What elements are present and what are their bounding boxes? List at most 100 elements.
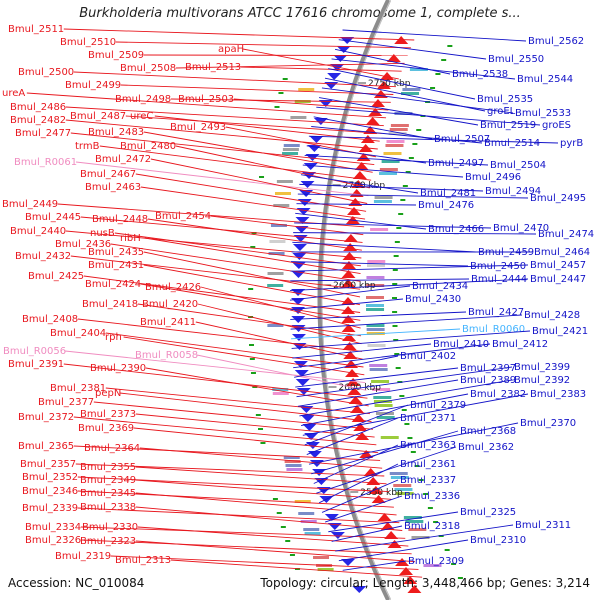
forward-gene-arrow — [342, 333, 357, 341]
cog-block-right — [286, 468, 303, 471]
left-gene-label: Bmul_2493 — [170, 122, 226, 133]
right-leader-line — [296, 203, 417, 206]
right-leader-line — [316, 106, 541, 126]
kbp-label: 2550 kbp — [360, 488, 403, 498]
right-gene-label: Bmul_2464 — [534, 247, 590, 258]
right-gene-label: Bmul_2410 — [433, 339, 489, 350]
right-leader-line — [295, 367, 459, 388]
gc-marker-left — [392, 283, 398, 285]
left-leader-line — [73, 416, 377, 446]
right-leader-line — [335, 524, 514, 552]
gc-marker-left — [418, 479, 424, 481]
left-leader-line — [77, 507, 400, 524]
left-gene-label: Bmul_2326 — [25, 535, 81, 546]
cog-block-left — [390, 124, 409, 127]
cog-block-left — [390, 476, 409, 479]
right-leader-line — [297, 379, 459, 407]
cog-block-left — [366, 296, 385, 299]
forward-gene-arrow — [380, 72, 395, 80]
cog-block-left — [383, 152, 402, 155]
right-gene-label: Bmul_2535 — [477, 94, 533, 105]
cog-block-right — [268, 252, 285, 255]
gc-marker-left — [444, 549, 450, 551]
right-leader-line — [290, 314, 523, 330]
right-gene-label: Bmul_2362 — [458, 442, 514, 453]
left-gene-label: Bmul_2313 — [115, 555, 171, 566]
cog-block-left — [394, 488, 413, 491]
cog-block-right — [284, 460, 301, 463]
cog-block-left — [386, 140, 405, 143]
right-leader-line — [342, 29, 527, 42]
gc-marker-left — [447, 45, 453, 47]
left-gene-label: Bmul_2498 — [115, 94, 171, 105]
left-gene-label: ribH — [120, 233, 141, 244]
right-gene-label: Bmul_2496 — [465, 172, 521, 183]
right-leader-line — [318, 97, 479, 126]
left-leader-line — [93, 401, 374, 430]
gc-marker-right — [248, 288, 254, 290]
right-leader-line — [290, 278, 470, 282]
gc-marker-left — [423, 493, 429, 495]
right-leader-line — [291, 328, 461, 340]
forward-gene-arrow — [377, 513, 392, 521]
cog-block-left — [373, 200, 392, 203]
right-gene-label: Bmul_2504 — [490, 160, 546, 171]
left-gene-label: Bmul_2480 — [120, 141, 176, 152]
cog-block-right — [276, 180, 293, 183]
left-leader-line — [135, 506, 403, 531]
left-leader-line — [105, 332, 364, 368]
right-gene-label: Bmul_2481 — [420, 188, 476, 199]
cog-block-right — [313, 556, 330, 559]
left-leader-line — [135, 479, 392, 500]
forward-gene-arrow — [347, 207, 362, 215]
right-leader-line — [306, 145, 427, 164]
gc-marker-right — [285, 540, 291, 542]
right-gene-label: Bmul_2383 — [530, 389, 586, 400]
gc-marker-left — [399, 395, 405, 397]
right-gene-label: groES — [542, 120, 571, 131]
left-gene-label: Bmul_2381 — [50, 383, 106, 394]
left-gene-label: Bmul_2425 — [28, 271, 84, 282]
kbp-label: 2650 kbp — [333, 281, 376, 291]
left-gene-label: Bmul_2472 — [95, 154, 151, 165]
left-leader-line — [150, 158, 368, 204]
cog-block-right — [283, 456, 300, 459]
right-gene-label: pyrB — [560, 138, 583, 149]
left-gene-label: pepN — [95, 388, 121, 399]
forward-gene-arrow — [359, 450, 374, 458]
reverse-gene-arrow — [292, 253, 307, 260]
left-leader-line — [143, 131, 373, 173]
right-gene-label: Bmul_2470 — [493, 223, 549, 234]
gc-marker-left — [441, 59, 447, 61]
reverse-gene-arrow — [296, 388, 311, 395]
right-gene-label: Bmul_2544 — [517, 74, 573, 85]
left-leader-line — [137, 303, 362, 337]
cog-block-left — [366, 308, 385, 311]
cog-block-right — [294, 100, 311, 103]
gc-marker-left — [416, 129, 422, 131]
gc-marker-left — [412, 143, 418, 145]
cog-block-right — [272, 388, 289, 391]
left-gene-label: Bmul_2511 — [8, 24, 64, 35]
right-leader-line — [328, 511, 459, 533]
cog-block-left — [369, 364, 388, 367]
right-gene-label: Bmul_2434 — [412, 281, 468, 292]
right-gene-label: Bmul_2430 — [405, 294, 461, 305]
cog-block-right — [294, 500, 311, 503]
left-leader-line — [147, 218, 362, 251]
right-leader-line — [290, 298, 404, 311]
left-gene-label: Bmul_2513 — [185, 62, 241, 73]
left-gene-label: Bmul_2339 — [22, 503, 78, 514]
left-leader-line — [114, 232, 361, 267]
forward-gene-arrow — [343, 234, 358, 242]
forward-gene-arrow — [387, 540, 402, 548]
gc-marker-left — [392, 311, 398, 313]
right-gene-label: Bmul_2538 — [452, 69, 508, 80]
genome-backbone — [317, 0, 391, 600]
gc-marker-left — [407, 437, 413, 439]
right-gene-label: Bmul_2459 — [478, 247, 534, 258]
cog-block-left — [402, 88, 421, 91]
cog-block-left — [374, 404, 393, 407]
cog-block-right — [317, 568, 334, 571]
right-leader-line — [311, 430, 459, 475]
